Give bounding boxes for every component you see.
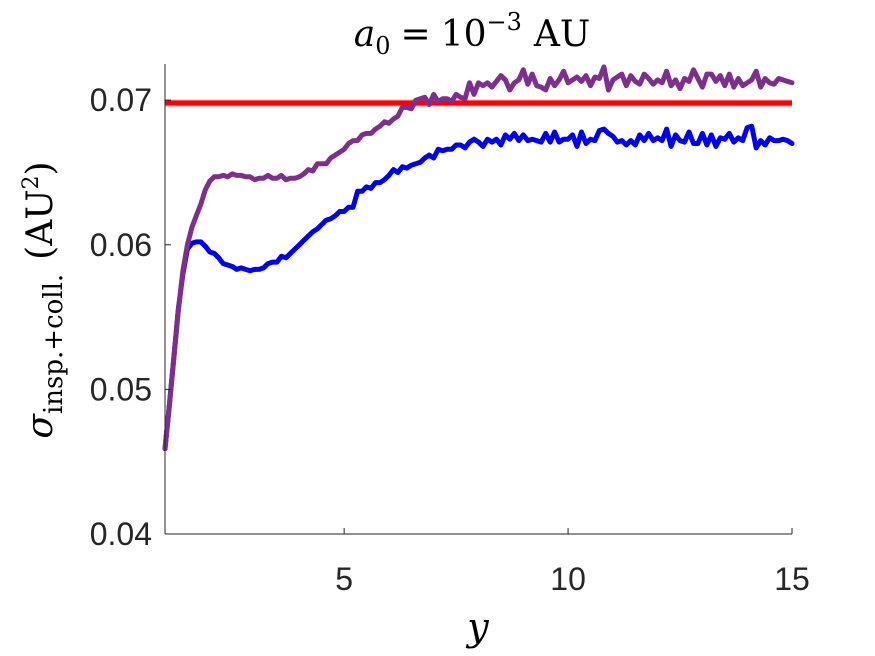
y-tick-label: 0.04: [90, 516, 152, 552]
series-layer: [162, 64, 795, 452]
x-tick-label: 10: [550, 561, 586, 597]
y-tick-label: 0.06: [90, 227, 152, 263]
title-equals: =: [401, 14, 431, 55]
y-tick-label: 0.07: [90, 82, 152, 118]
ylabel-symbol: σ: [20, 413, 61, 439]
chart-title: a0 = 10−3 AU: [354, 8, 590, 60]
series-line-1: [162, 64, 795, 452]
title-subscript: 0: [375, 32, 390, 60]
ylabel-subscript: insp.+coll.: [39, 274, 69, 414]
reference-line-group: [165, 99, 792, 107]
x-axis-label: y: [465, 605, 489, 649]
title-exponent: −3: [487, 8, 522, 36]
title-unit: AU: [533, 14, 590, 55]
series-line-0: [162, 123, 795, 452]
ylabel-unit-open: (AU: [20, 189, 61, 259]
ylabel-unit-sup: 2: [19, 175, 44, 189]
tick-layer: 5 10 15 0.04 0.05 0.06 0.07: [90, 82, 810, 597]
y-tick-label: 0.05: [90, 371, 152, 407]
x-tick-label: 5: [335, 561, 353, 597]
y-axis-label: σinsp.+coll. (AU2): [19, 161, 69, 438]
ylabel-unit-close: ): [20, 161, 61, 175]
x-tick-label: 15: [774, 561, 810, 597]
title-base: 10: [441, 14, 487, 55]
title-symbol: a: [354, 14, 375, 55]
